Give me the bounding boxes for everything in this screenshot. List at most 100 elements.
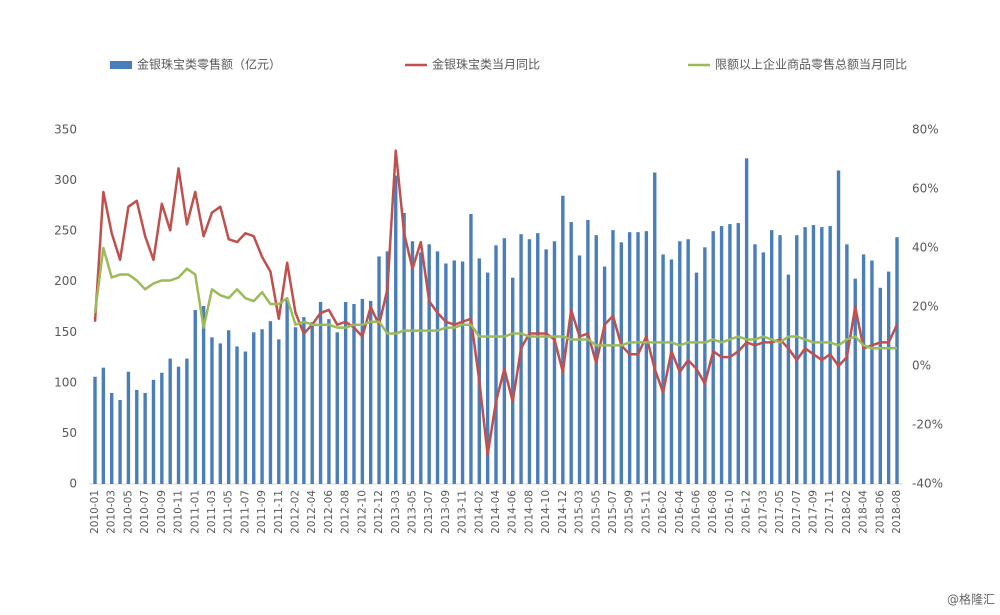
bar — [761, 252, 766, 484]
bar — [176, 366, 181, 484]
bar — [210, 337, 214, 484]
bar — [477, 258, 481, 484]
bar — [402, 212, 406, 485]
bar — [870, 260, 874, 484]
bar — [511, 277, 515, 484]
bar — [895, 237, 899, 484]
y2-tick-label: 40% — [912, 241, 939, 255]
bar — [577, 255, 582, 484]
x-tick-label: 2015-11 — [640, 490, 652, 534]
bar — [368, 300, 373, 484]
bar — [627, 232, 632, 484]
x-tick-label: 2011-05 — [223, 490, 235, 534]
bar — [293, 327, 298, 484]
bar — [886, 271, 891, 484]
bar — [845, 244, 849, 484]
bar — [636, 232, 640, 484]
bar — [143, 392, 147, 484]
x-tick-label: 2011-03 — [206, 490, 218, 534]
bar — [327, 319, 331, 484]
bar — [661, 254, 665, 484]
y2-tick-label: -20% — [912, 418, 943, 432]
bar — [218, 343, 223, 484]
bar — [778, 235, 782, 484]
bar — [786, 274, 791, 484]
y-tick-label: 300 — [54, 173, 77, 187]
x-tick-label: 2017-03 — [757, 490, 769, 534]
bar — [285, 299, 289, 484]
bar — [569, 222, 573, 485]
x-tick-label: 2017-05 — [774, 490, 786, 534]
x-tick-label: 2013-11 — [457, 490, 469, 534]
x-tick-label: 2013-03 — [390, 490, 402, 534]
x-tick-label: 2016-06 — [691, 490, 703, 534]
x-tick-label: 2018-06 — [874, 490, 886, 534]
bar — [494, 245, 498, 484]
x-tick-label: 2012-02 — [290, 490, 302, 534]
x-tick-label: 2010-11 — [173, 490, 185, 534]
bar — [552, 241, 557, 484]
bar — [853, 278, 857, 484]
bar — [377, 256, 381, 484]
x-tick-label: 2014-06 — [507, 490, 519, 534]
x-tick-label: 2010-05 — [122, 490, 134, 534]
bar — [878, 287, 882, 484]
y2-tick-label: 20% — [912, 300, 939, 314]
bar — [101, 367, 106, 484]
line — [93, 246, 897, 350]
bar — [711, 231, 715, 484]
x-tick-label: 2015-03 — [574, 490, 586, 534]
bar — [644, 231, 649, 484]
legend-label: 金银珠宝类零售额（亿元） — [137, 57, 281, 72]
x-tick-label: 2013-09 — [440, 490, 452, 534]
bar — [110, 392, 114, 484]
bar — [302, 317, 306, 484]
bar — [803, 227, 807, 484]
y2-tick-label: 0% — [912, 359, 931, 373]
bar — [519, 234, 523, 484]
bar — [335, 332, 339, 484]
bar — [694, 272, 699, 484]
bar — [385, 251, 390, 484]
bar — [561, 195, 565, 484]
x-tick-label: 2015-09 — [624, 490, 636, 534]
bar — [419, 252, 423, 484]
bar — [410, 241, 415, 484]
x-tick-label: 2014-08 — [523, 490, 535, 534]
bar — [678, 241, 682, 484]
x-tick-label: 2010-01 — [89, 490, 101, 534]
line — [93, 149, 899, 456]
bar — [201, 305, 206, 484]
bar — [243, 351, 248, 484]
bar — [226, 330, 231, 484]
x-tick-label: 2012-04 — [306, 490, 318, 534]
bar — [160, 372, 164, 484]
y-tick-label: 200 — [54, 274, 77, 288]
x-tick-label: 2016-12 — [741, 490, 753, 534]
x-tick-label: 2014-12 — [557, 490, 569, 534]
bar — [586, 220, 590, 484]
bar — [769, 230, 774, 484]
bar — [93, 376, 97, 484]
x-tick-label: 2014-10 — [540, 490, 552, 534]
x-tick-label: 2018-02 — [841, 490, 853, 534]
bar — [653, 172, 657, 485]
bar — [168, 358, 172, 484]
bar — [861, 254, 866, 484]
bar — [619, 242, 624, 484]
bar — [126, 371, 131, 484]
bar — [394, 175, 398, 484]
y-tick-label: 250 — [54, 224, 77, 238]
x-tick-label: 2010-09 — [156, 490, 168, 534]
y-tick-label: 350 — [54, 123, 77, 137]
bar — [744, 158, 749, 484]
bar — [820, 227, 824, 484]
x-tick-label: 2011-01 — [189, 490, 201, 534]
x-tick-label: 2011-11 — [273, 490, 285, 534]
y2-tick-label: 60% — [912, 182, 939, 196]
x-tick-label: 2016-02 — [657, 490, 669, 534]
y-tick-label: 50 — [62, 426, 77, 440]
bar — [485, 272, 490, 484]
bar — [669, 259, 674, 484]
